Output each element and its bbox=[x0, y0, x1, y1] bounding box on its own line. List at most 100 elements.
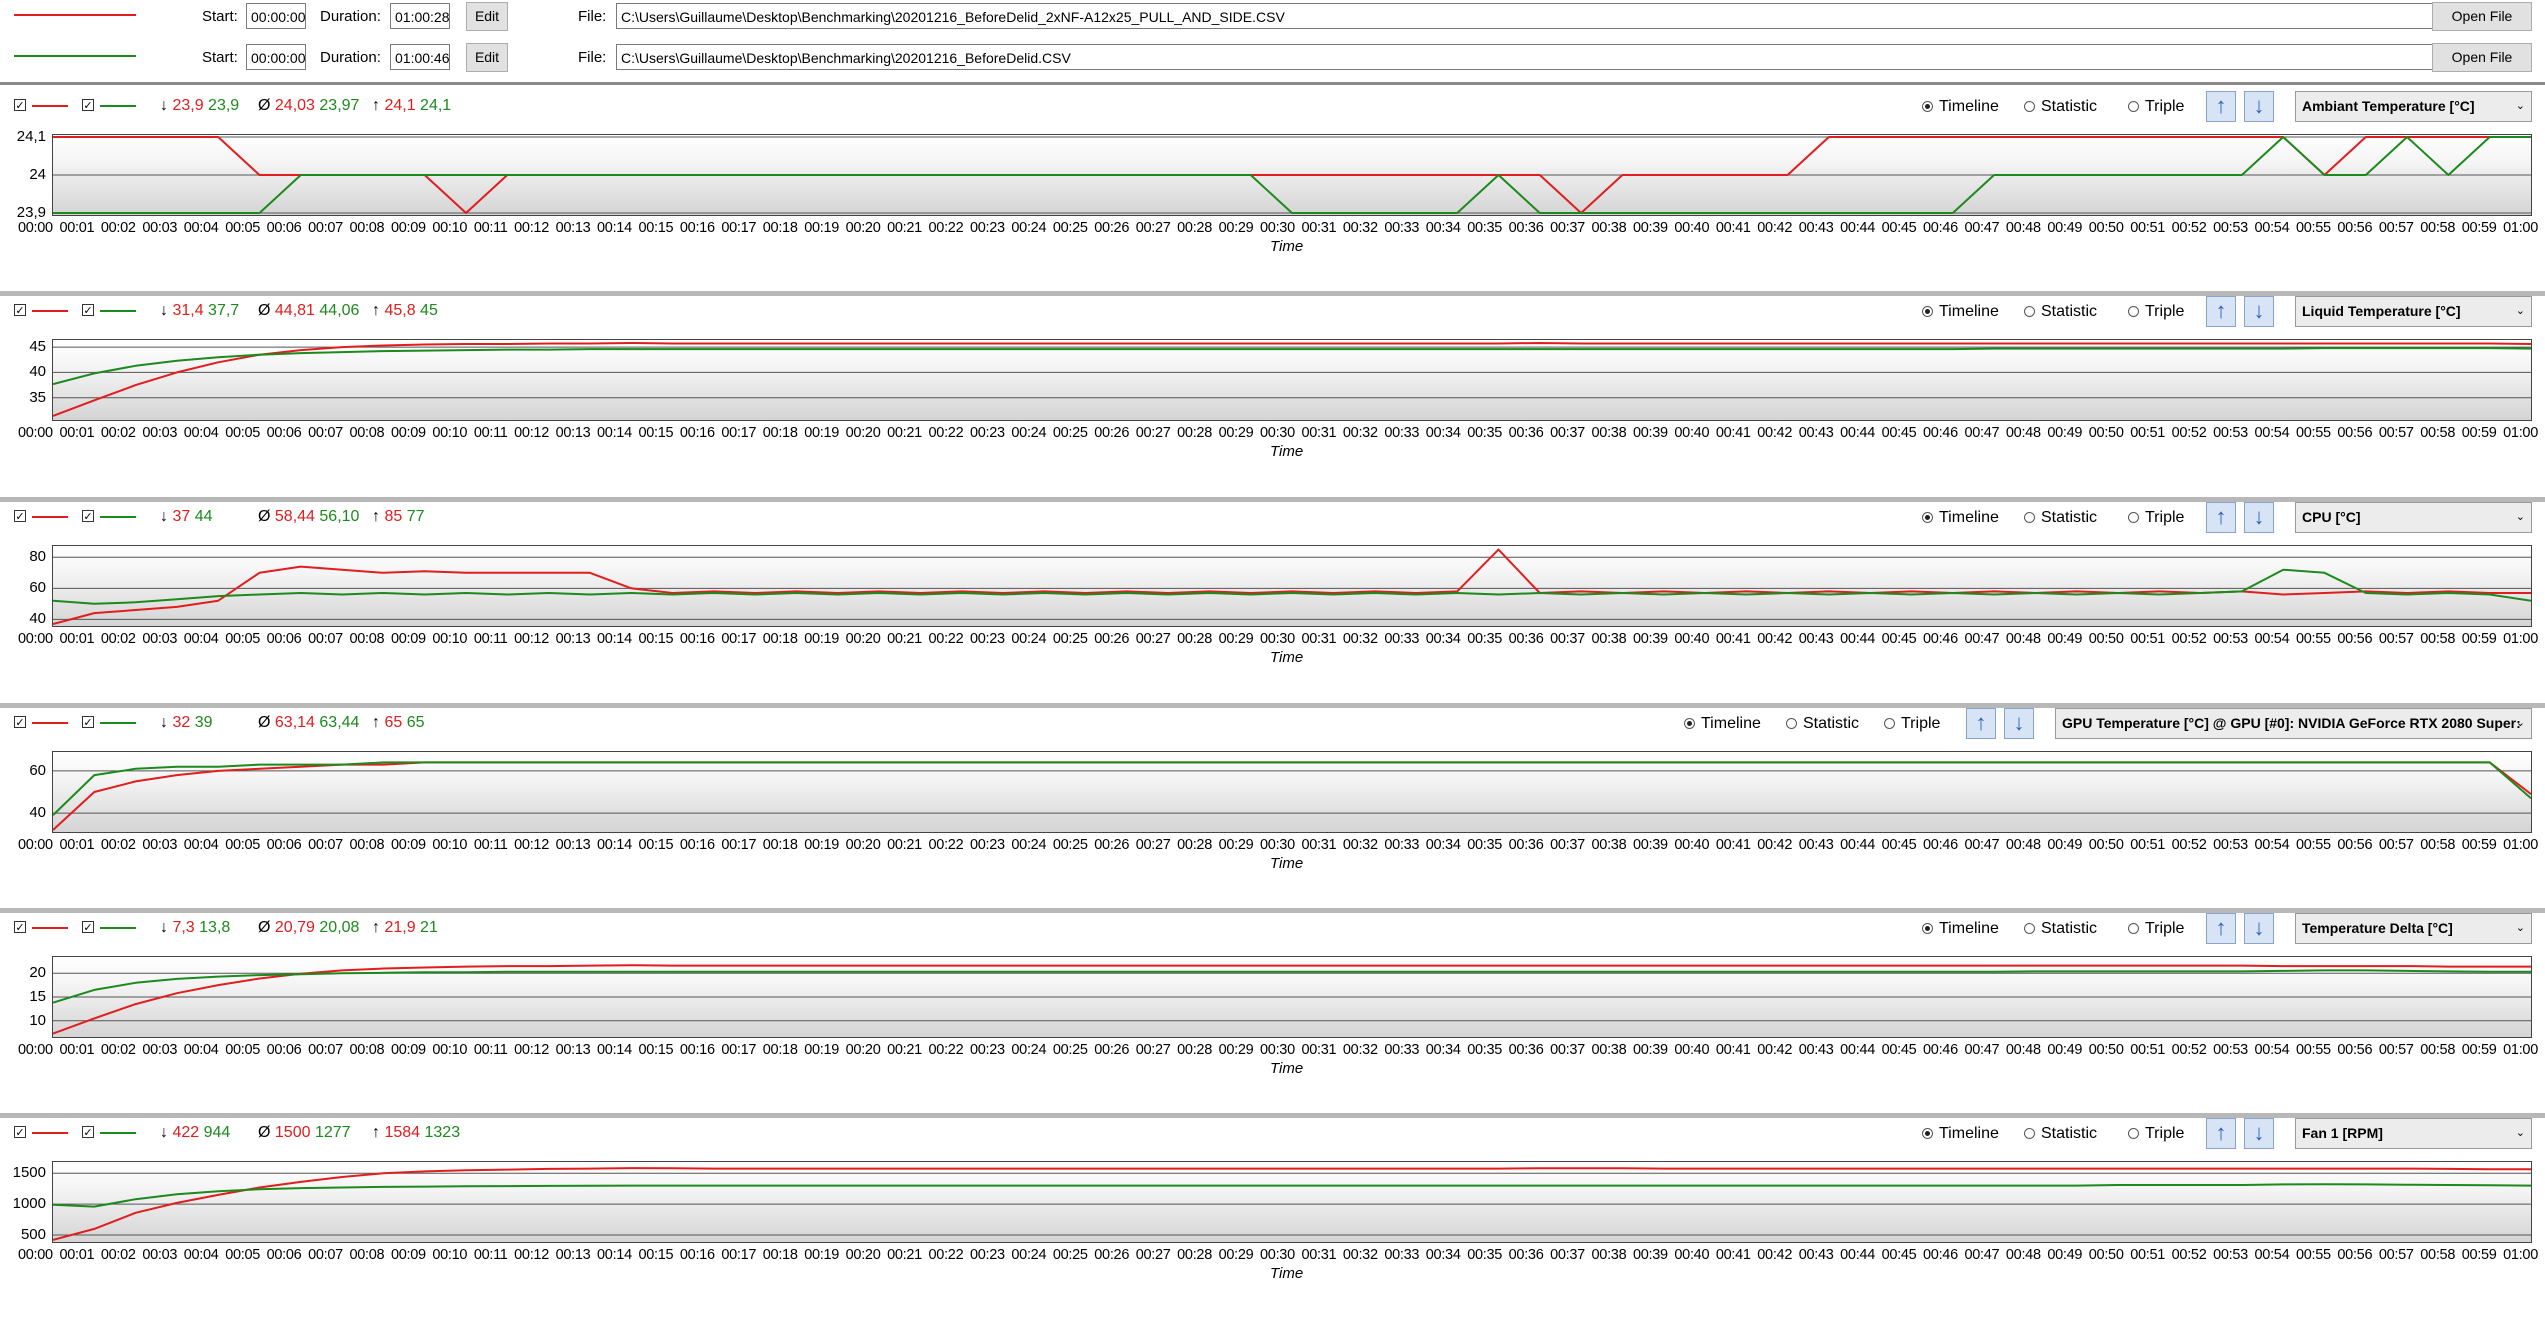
sensor-select[interactable]: Ambiant Temperature [°C] ⌄ bbox=[2295, 91, 2532, 122]
radio-timeline-indicator[interactable] bbox=[1684, 718, 1695, 729]
start-label: Start: bbox=[202, 8, 238, 25]
stat-max-icon: ↑ bbox=[372, 714, 385, 731]
series-2-checkbox[interactable]: ✓ bbox=[82, 510, 94, 523]
radio-timeline-indicator[interactable] bbox=[1922, 1128, 1933, 1139]
radio-statistic[interactable]: Statistic bbox=[2024, 302, 2097, 322]
radio-triple-indicator[interactable] bbox=[1884, 718, 1895, 729]
series-2-checkbox[interactable]: ✓ bbox=[82, 99, 94, 112]
x-tick-label: 00:41 bbox=[1715, 631, 1751, 647]
radio-statistic[interactable]: Statistic bbox=[2024, 919, 2097, 939]
stat-avg-series-1: 44,81 bbox=[274, 302, 315, 319]
radio-triple[interactable]: Triple bbox=[1884, 714, 1940, 734]
start-field[interactable]: 00:00:00 bbox=[246, 44, 306, 70]
x-tick-label: 00:02 bbox=[100, 1247, 136, 1263]
radio-triple[interactable]: Triple bbox=[2128, 302, 2184, 322]
series-2-checkbox[interactable]: ✓ bbox=[82, 304, 94, 317]
radio-triple[interactable]: Triple bbox=[2128, 1124, 2184, 1144]
radio-statistic[interactable]: Statistic bbox=[2024, 1124, 2097, 1144]
edit-button[interactable]: Edit bbox=[466, 43, 508, 72]
move-down-arrow-icon[interactable]: ↓ bbox=[2244, 296, 2274, 327]
duration-field[interactable]: 01:00:46 bbox=[390, 44, 450, 70]
move-down-arrow-icon[interactable]: ↓ bbox=[2004, 708, 2034, 739]
series-1-checkbox[interactable]: ✓ bbox=[14, 510, 26, 523]
series-2-checkbox[interactable]: ✓ bbox=[82, 716, 94, 729]
sensor-select[interactable]: Temperature Delta [°C] ⌄ bbox=[2295, 913, 2532, 944]
radio-timeline-indicator[interactable] bbox=[1922, 512, 1933, 523]
series-2-line bbox=[53, 136, 2531, 214]
radio-timeline[interactable]: Timeline bbox=[1922, 1124, 1999, 1144]
x-tick-label: 00:51 bbox=[2130, 1042, 2166, 1058]
series-1-checkbox[interactable]: ✓ bbox=[14, 716, 26, 729]
open-file-button[interactable]: Open File bbox=[2432, 43, 2532, 72]
move-down-arrow-icon[interactable]: ↓ bbox=[2244, 1118, 2274, 1149]
x-tick-label: 00:05 bbox=[225, 1042, 260, 1058]
sensor-select[interactable]: Liquid Temperature [°C] ⌄ bbox=[2295, 296, 2532, 327]
move-up-arrow-icon[interactable]: ↑ bbox=[2206, 502, 2236, 533]
radio-triple[interactable]: Triple bbox=[2128, 97, 2184, 117]
radio-triple-indicator[interactable] bbox=[2128, 306, 2139, 317]
radio-statistic-indicator[interactable] bbox=[2024, 1128, 2035, 1139]
radio-statistic-indicator[interactable] bbox=[1786, 718, 1797, 729]
series-2-checkbox[interactable]: ✓ bbox=[82, 1126, 94, 1139]
stat-max-icon: ↑ bbox=[372, 1124, 385, 1141]
radio-statistic-indicator[interactable] bbox=[2024, 512, 2035, 523]
series-1-checkbox[interactable]: ✓ bbox=[14, 304, 26, 317]
radio-triple-indicator[interactable] bbox=[2128, 512, 2139, 523]
radio-statistic-indicator[interactable] bbox=[2024, 101, 2035, 112]
sensor-select[interactable]: Fan 1 [RPM] ⌄ bbox=[2295, 1118, 2532, 1149]
radio-statistic[interactable]: Statistic bbox=[2024, 508, 2097, 528]
x-tick-label: 00:29 bbox=[1218, 837, 1254, 853]
move-up-arrow-icon[interactable]: ↑ bbox=[1966, 708, 1996, 739]
radio-triple-indicator[interactable] bbox=[2128, 1128, 2139, 1139]
series-1-checkbox[interactable]: ✓ bbox=[14, 99, 26, 112]
stat-max-series-1: 24,1 bbox=[384, 97, 416, 114]
radio-triple[interactable]: Triple bbox=[2128, 508, 2184, 528]
radio-timeline-indicator[interactable] bbox=[1922, 923, 1933, 934]
radio-statistic[interactable]: Statistic bbox=[1786, 714, 1859, 734]
radio-triple-indicator[interactable] bbox=[2128, 101, 2139, 112]
x-tick-label: 00:28 bbox=[1177, 425, 1212, 441]
series-2-line-swatch bbox=[100, 927, 136, 929]
radio-statistic-label: Statistic bbox=[2041, 98, 2098, 115]
radio-timeline[interactable]: Timeline bbox=[1684, 714, 1761, 734]
radio-timeline[interactable]: Timeline bbox=[1922, 302, 1999, 322]
x-tick-label: 00:36 bbox=[1508, 631, 1544, 647]
move-up-arrow-icon[interactable]: ↑ bbox=[2206, 296, 2236, 327]
series-1-checkbox[interactable]: ✓ bbox=[14, 921, 26, 934]
edit-button[interactable]: Edit bbox=[466, 2, 508, 31]
move-down-arrow-icon[interactable]: ↓ bbox=[2244, 502, 2274, 533]
radio-timeline[interactable]: Timeline bbox=[1922, 508, 1999, 528]
radio-timeline[interactable]: Timeline bbox=[1922, 919, 1999, 939]
sensor-select[interactable]: CPU [°C] ⌄ bbox=[2295, 502, 2532, 533]
series-1-checkbox[interactable]: ✓ bbox=[14, 1126, 26, 1139]
file-path-field[interactable]: C:\Users\Guillaume\Desktop\Benchmarking\… bbox=[616, 44, 2480, 70]
radio-timeline-indicator[interactable] bbox=[1922, 306, 1933, 317]
stat-max-series-2: 65 bbox=[406, 714, 425, 731]
plot-svg bbox=[53, 136, 2531, 214]
series-2-checkbox[interactable]: ✓ bbox=[82, 921, 94, 934]
radio-timeline-indicator[interactable] bbox=[1922, 101, 1933, 112]
radio-statistic-indicator[interactable] bbox=[2024, 306, 2035, 317]
radio-triple[interactable]: Triple bbox=[2128, 919, 2184, 939]
radio-statistic-indicator[interactable] bbox=[2024, 923, 2035, 934]
move-down-arrow-icon[interactable]: ↓ bbox=[2244, 913, 2274, 944]
series-1-line-swatch bbox=[32, 105, 68, 107]
file-path-field[interactable]: C:\Users\Guillaume\Desktop\Benchmarking\… bbox=[616, 3, 2480, 29]
open-file-button[interactable]: Open File bbox=[2432, 2, 2532, 31]
radio-triple-indicator[interactable] bbox=[2128, 923, 2139, 934]
move-up-arrow-icon[interactable]: ↑ bbox=[2206, 913, 2236, 944]
duration-field[interactable]: 01:00:28 bbox=[390, 3, 450, 29]
x-tick-label: 00:38 bbox=[1591, 631, 1627, 647]
start-field[interactable]: 00:00:00 bbox=[246, 3, 306, 29]
chart-panel: ✓ ✓ ↓ 23,9 23,9 Ø 24,03 23,97 ↑ 24,1 24,1 Tim… bbox=[0, 91, 2545, 295]
move-up-arrow-icon[interactable]: ↑ bbox=[2206, 1118, 2236, 1149]
move-down-arrow-icon[interactable]: ↓ bbox=[2244, 91, 2274, 122]
radio-statistic[interactable]: Statistic bbox=[2024, 97, 2097, 117]
sensor-select[interactable]: GPU Temperature [°C] @ GPU [#0]: NVIDIA … bbox=[2055, 708, 2532, 739]
move-up-arrow-icon[interactable]: ↑ bbox=[2206, 91, 2236, 122]
x-tick-label: 00:12 bbox=[514, 425, 549, 441]
stat-min-series-2: 39 bbox=[194, 714, 213, 731]
x-tick-label: 00:06 bbox=[266, 837, 302, 853]
series-1-line-swatch bbox=[32, 927, 68, 929]
radio-timeline[interactable]: Timeline bbox=[1922, 97, 1999, 117]
